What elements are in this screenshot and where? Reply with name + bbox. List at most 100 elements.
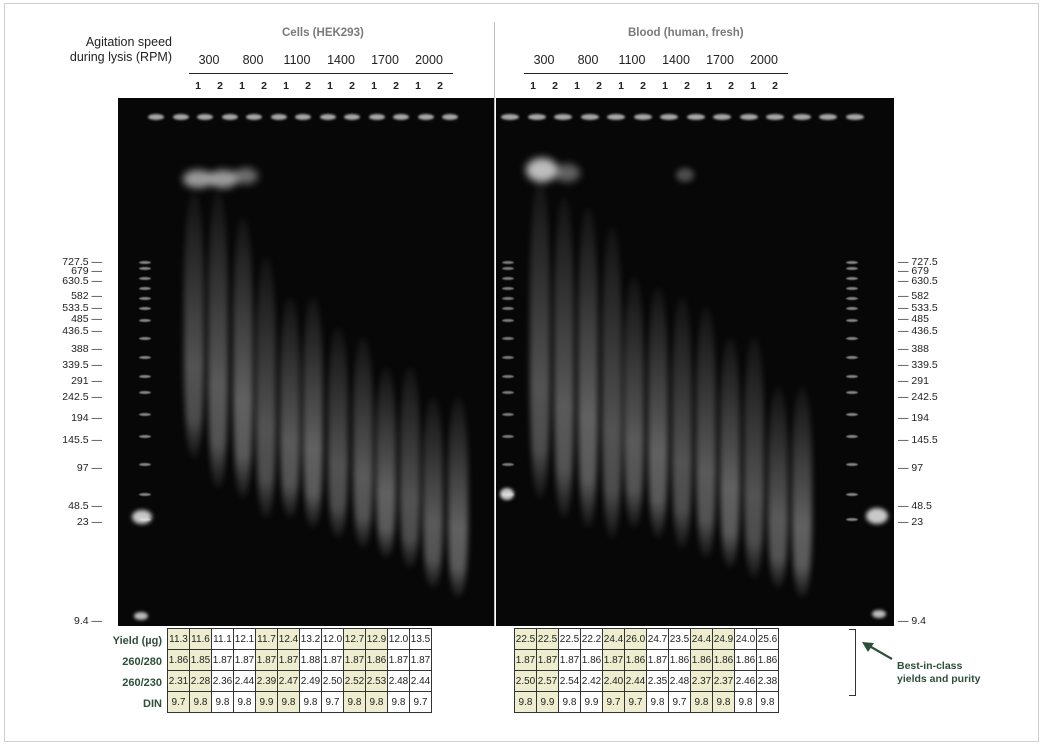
gel-band [846,307,858,310]
gel-smear [696,308,716,558]
table-cell: 22.5 [558,628,581,650]
bracket [849,629,856,696]
gel-image [496,98,894,626]
gel-band [208,170,238,188]
table-cell: 9.7 [624,691,647,713]
table-cell: 1.87 [646,649,669,671]
blood-group-title: Blood (human, fresh) [628,27,744,39]
rpm-underline [656,73,700,74]
gel-band [502,261,514,264]
gel-band [686,114,705,120]
table-cell: 12.4 [277,628,300,650]
gel-band [766,114,784,120]
gel-smear [720,338,740,568]
lane-number: 1 [415,80,421,92]
marker-label-right: — 291 [898,375,929,387]
table-cell: 24.0 [734,628,757,650]
marker-label-left: 388 — [71,343,102,355]
lane-number: 1 [283,80,289,92]
gel-smear [578,208,598,528]
gel-smear [530,178,550,498]
gel-smear [768,388,788,588]
marker-label-left: 242.5 — [62,391,102,403]
marker-label-right: — 194 [898,412,929,424]
gel-band [139,463,151,466]
table-cell: 12.0 [387,628,410,650]
gel-band [502,375,514,378]
table-cell: 9.9 [536,691,559,713]
marker-label-right: — 388 [898,343,929,355]
table-cell: 2.44 [233,670,256,692]
table-cell: 2.36 [211,670,234,692]
table-cell: 1.85 [189,649,212,671]
gel-band [739,114,758,120]
table-cell: 1.86 [167,649,190,671]
cells-metrics-table: 11.3 11.6 11.1 12.1 11.7 12.4 13.2 12.0 12.7 12.9… [167,628,432,713]
gel-band [846,319,858,322]
gel-divider [494,22,495,626]
gel-band [846,413,858,416]
rpm-label: 2000 [415,53,443,67]
gel-band [502,307,514,310]
marker-label-right: — 23 [898,516,924,528]
table-cell: 12.7 [343,628,366,650]
gel-band [502,319,514,322]
gel-band [846,337,858,340]
marker-label-right: — 582 [898,290,929,302]
marker-label-left: 436.5 — [62,325,102,337]
table-cell: 2.50 [514,670,537,692]
table-row: 1.87 1.87 1.87 1.86 1.87 1.86 1.87 1.86 1.86 1.86… [514,649,779,671]
table-cell: 1.87 [277,649,300,671]
gel-smear [280,298,300,518]
gel-band [846,277,858,280]
marker-label-left: 9.4 — [73,615,102,627]
lane-number: 1 [574,80,580,92]
gel-smear [208,193,228,488]
gel-band [368,114,385,120]
rpm-underline [233,73,277,74]
gel-band [139,435,151,438]
table-cell: 2.37 [690,670,713,692]
table-cell: 9.8 [646,691,669,713]
table-cell: 2.44 [409,670,432,692]
gel-smear [256,258,276,518]
gel-band [172,114,189,120]
gel-band [846,375,858,378]
gel-band [139,319,151,322]
gel-band [846,518,858,521]
gel-band [417,114,434,120]
lane-number: 2 [217,80,223,92]
table-cell: 24.7 [646,628,669,650]
marker-label-right: — 145.5 [898,434,938,446]
gel-band [132,510,152,524]
marker-label-left: 97 — [76,462,102,474]
rpm-underline [700,73,744,74]
table-cell: 2.47 [277,670,300,692]
gel-band [846,356,858,359]
table-cell: 1.87 [514,649,537,671]
gel-band [139,307,151,310]
table-cell: 24.4 [602,628,625,650]
table-cell: 9.8 [690,691,713,713]
gel-smear [400,368,420,568]
table-cell: 1.86 [734,649,757,671]
table-row: 2.31 2.28 2.36 2.44 2.39 2.47 2.49 2.50 2.52 2.53… [167,670,432,692]
rpm-label: 1100 [283,53,311,67]
table-cell: 9.7 [321,691,344,713]
gel-band [554,114,572,120]
marker-label-left: 339.5 — [62,359,102,371]
gel-band [139,267,151,270]
table-cell: 2.48 [387,670,410,692]
rpm-underline [524,73,568,74]
table-cell: 2.44 [624,670,647,692]
lane-number: 2 [437,80,443,92]
gel-band [295,114,311,120]
lane-number: 2 [640,80,646,92]
gel-smear [744,338,764,578]
marker-label-right: — 679 [898,265,929,277]
table-row: 2.50 2.57 2.54 2.42 2.40 2.44 2.35 2.48 2.37 2.37… [514,670,779,692]
table-cell: 2.39 [255,670,278,692]
gel-band [676,168,694,182]
marker-label-right: — 242.5 [898,391,938,403]
gel-band [527,114,546,120]
